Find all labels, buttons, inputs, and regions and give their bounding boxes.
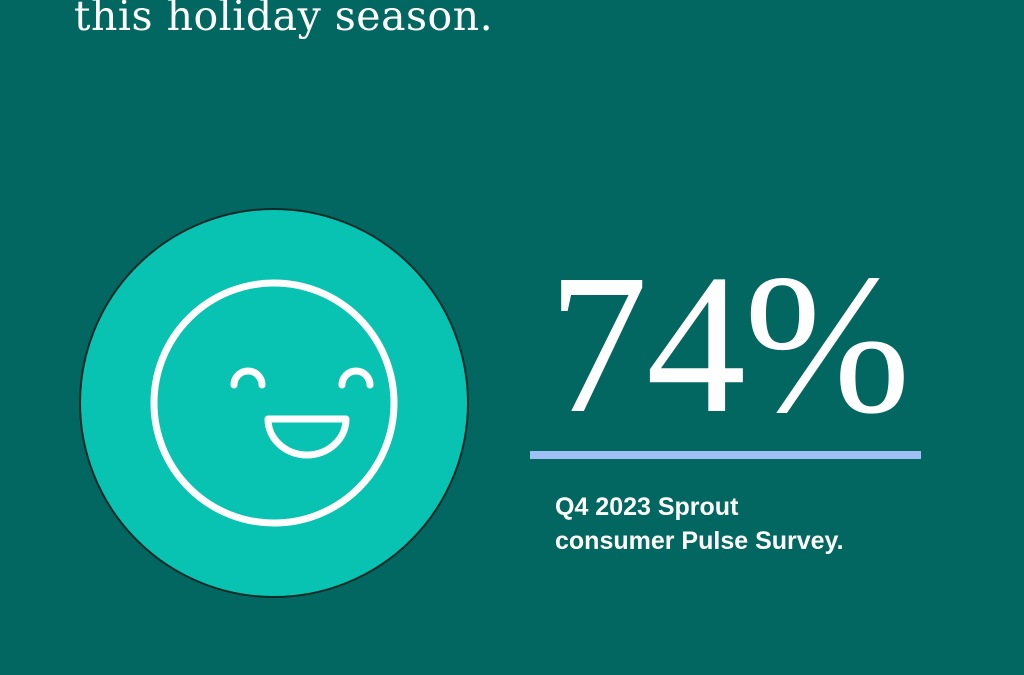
divider bbox=[530, 451, 921, 459]
source-text: Q4 2023 Sprout consumer Pulse Survey. bbox=[555, 490, 935, 558]
headline: this holiday season. bbox=[74, 0, 494, 40]
stat-value: 74% bbox=[548, 234, 911, 455]
source-line-2: consumer Pulse Survey. bbox=[555, 527, 844, 555]
smiling-face-badge bbox=[78, 207, 470, 604]
smiling-face-icon bbox=[79, 208, 469, 598]
source-line-1: Q4 2023 Sprout bbox=[555, 493, 739, 521]
